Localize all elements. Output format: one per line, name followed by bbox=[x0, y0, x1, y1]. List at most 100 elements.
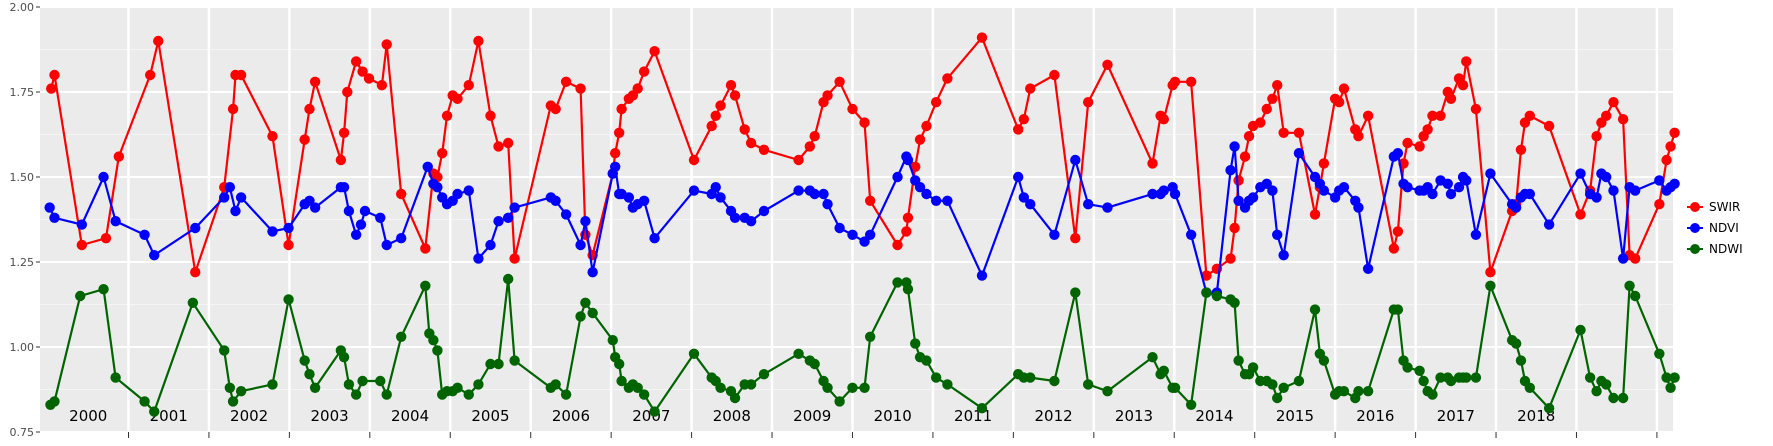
ndvi-point bbox=[1392, 148, 1404, 159]
ndvi-point bbox=[98, 171, 109, 183]
swir-point bbox=[363, 73, 375, 84]
ndvi-point bbox=[1543, 219, 1555, 230]
swir-point bbox=[1158, 114, 1169, 125]
ndwi-point bbox=[1147, 352, 1158, 363]
ndwi-point bbox=[463, 389, 474, 400]
swir-point bbox=[235, 69, 247, 81]
ndwi-point bbox=[139, 396, 150, 407]
swir-point bbox=[1617, 114, 1629, 125]
ndvi-point bbox=[76, 219, 88, 230]
ndwi-point bbox=[149, 406, 160, 417]
ndvi-point bbox=[560, 209, 572, 220]
ndvi-point bbox=[1278, 250, 1289, 261]
ndvi-point bbox=[493, 216, 504, 227]
swir-point bbox=[437, 148, 448, 159]
ndwi-point bbox=[1445, 375, 1457, 387]
legend-key-point-ndwi bbox=[1690, 244, 1700, 254]
swir-point bbox=[910, 161, 921, 172]
swir-point bbox=[1278, 127, 1289, 138]
ndwi-point bbox=[1247, 362, 1259, 373]
swir-point bbox=[1524, 110, 1536, 122]
swir-point bbox=[638, 66, 650, 77]
ndvi-point bbox=[267, 226, 278, 237]
swir-point bbox=[1318, 158, 1330, 169]
swir-point bbox=[1082, 97, 1094, 108]
ndvi-point bbox=[359, 205, 371, 217]
ndwi-point bbox=[613, 358, 625, 370]
ndvi-point bbox=[729, 212, 741, 223]
ndvi-point bbox=[224, 182, 236, 193]
swir-point bbox=[1388, 243, 1400, 254]
ndwi-point bbox=[921, 355, 932, 366]
ndvi-point bbox=[1147, 188, 1158, 200]
swir-point bbox=[859, 117, 870, 128]
ndvi-point bbox=[432, 182, 443, 193]
ndwi-point bbox=[809, 358, 820, 370]
ndwi-point bbox=[1661, 372, 1672, 383]
ndvi-point bbox=[1267, 185, 1278, 196]
swir-point bbox=[1147, 158, 1158, 169]
year-label: 2017 bbox=[1437, 407, 1475, 425]
swir-point bbox=[357, 66, 368, 77]
ndwi-point bbox=[1510, 338, 1522, 349]
ndwi-point bbox=[1608, 392, 1619, 404]
ndvi-point bbox=[139, 229, 150, 240]
ndwi-point bbox=[224, 382, 236, 393]
swir-point bbox=[822, 90, 833, 101]
ndvi-point bbox=[1485, 168, 1496, 179]
ndvi-point bbox=[976, 270, 988, 281]
swir-point bbox=[485, 110, 496, 122]
ndwi-point bbox=[187, 297, 199, 308]
swir-point bbox=[1261, 103, 1272, 115]
swir-point bbox=[1629, 253, 1641, 264]
swir-point bbox=[745, 137, 757, 149]
ndwi-point bbox=[395, 331, 407, 342]
swir-point bbox=[1243, 131, 1255, 142]
ndwi-point bbox=[299, 355, 310, 366]
ndvi-point bbox=[1427, 188, 1438, 200]
ndwi-point bbox=[1524, 382, 1536, 393]
year-label: 2007 bbox=[632, 407, 670, 425]
ndwi-point bbox=[910, 338, 921, 349]
year-label: 2013 bbox=[1115, 407, 1153, 425]
ndwi-point bbox=[580, 297, 591, 308]
swir-point bbox=[100, 233, 112, 244]
ndvi-point bbox=[809, 188, 820, 200]
ndvi-point bbox=[1654, 175, 1665, 186]
ndvi-point bbox=[1025, 199, 1036, 210]
ndwi-point bbox=[49, 396, 60, 407]
ndvi-point bbox=[235, 192, 247, 203]
swir-point bbox=[473, 35, 484, 47]
swir-point bbox=[1515, 144, 1527, 155]
ndwi-point bbox=[235, 386, 247, 397]
swir-point bbox=[1169, 76, 1181, 88]
swir-point bbox=[942, 73, 953, 84]
ndvi-point bbox=[1601, 171, 1612, 183]
swir-point bbox=[902, 212, 914, 223]
ndwi-point bbox=[1070, 287, 1081, 298]
ndwi-point bbox=[1427, 389, 1438, 400]
swir-point bbox=[809, 131, 820, 142]
swir-point bbox=[729, 90, 741, 101]
ndwi-point bbox=[357, 375, 368, 387]
ndwi-point bbox=[1267, 379, 1278, 390]
swir-point bbox=[299, 134, 310, 145]
swir-point bbox=[1665, 141, 1676, 152]
ndvi-point bbox=[1453, 182, 1465, 193]
ndvi-point bbox=[914, 182, 926, 193]
swir-point bbox=[1654, 199, 1665, 210]
ndwi-point bbox=[420, 280, 431, 291]
ndvi-point bbox=[1082, 199, 1094, 210]
legend-label-ndvi: NDVI bbox=[1709, 221, 1739, 235]
swir-point bbox=[1201, 270, 1212, 281]
ndwi-point bbox=[473, 379, 484, 390]
ndwi-point bbox=[745, 379, 757, 390]
ndwi-point bbox=[219, 345, 230, 356]
ndvi-point bbox=[1318, 185, 1330, 196]
ndvi-point bbox=[1293, 148, 1305, 159]
ndvi-point bbox=[1445, 188, 1457, 200]
ndvi-point bbox=[818, 188, 829, 200]
ndwi-point bbox=[1229, 297, 1240, 308]
ndwi-point bbox=[616, 375, 627, 387]
